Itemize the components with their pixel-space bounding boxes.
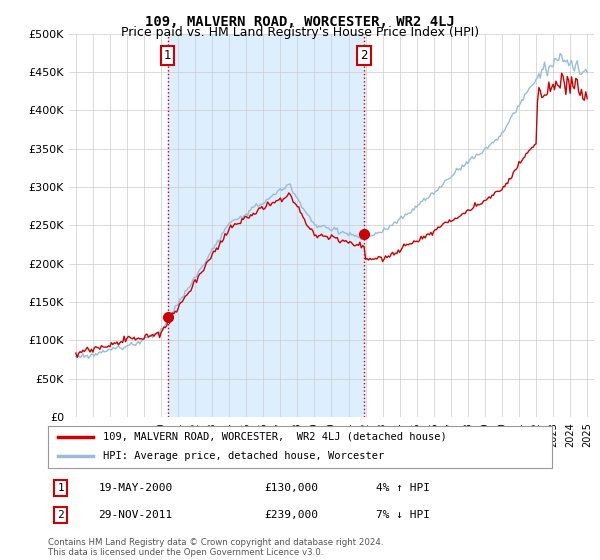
Text: HPI: Average price, detached house, Worcester: HPI: Average price, detached house, Worc… <box>103 451 385 461</box>
Text: 1: 1 <box>57 483 64 493</box>
Text: Price paid vs. HM Land Registry's House Price Index (HPI): Price paid vs. HM Land Registry's House … <box>121 26 479 39</box>
Text: 1: 1 <box>164 49 171 62</box>
Text: 4% ↑ HPI: 4% ↑ HPI <box>376 483 430 493</box>
Text: Contains HM Land Registry data © Crown copyright and database right 2024.
This d: Contains HM Land Registry data © Crown c… <box>48 538 383 557</box>
Text: 109, MALVERN ROAD, WORCESTER, WR2 4LJ: 109, MALVERN ROAD, WORCESTER, WR2 4LJ <box>145 15 455 29</box>
Text: £130,000: £130,000 <box>265 483 319 493</box>
Text: 2: 2 <box>361 49 368 62</box>
Text: 7% ↓ HPI: 7% ↓ HPI <box>376 510 430 520</box>
Text: 2: 2 <box>57 510 64 520</box>
Text: 109, MALVERN ROAD, WORCESTER,  WR2 4LJ (detached house): 109, MALVERN ROAD, WORCESTER, WR2 4LJ (d… <box>103 432 447 442</box>
Text: 29-NOV-2011: 29-NOV-2011 <box>98 510 173 520</box>
Bar <box>167 34 364 417</box>
Text: 19-MAY-2000: 19-MAY-2000 <box>98 483 173 493</box>
Text: £239,000: £239,000 <box>265 510 319 520</box>
